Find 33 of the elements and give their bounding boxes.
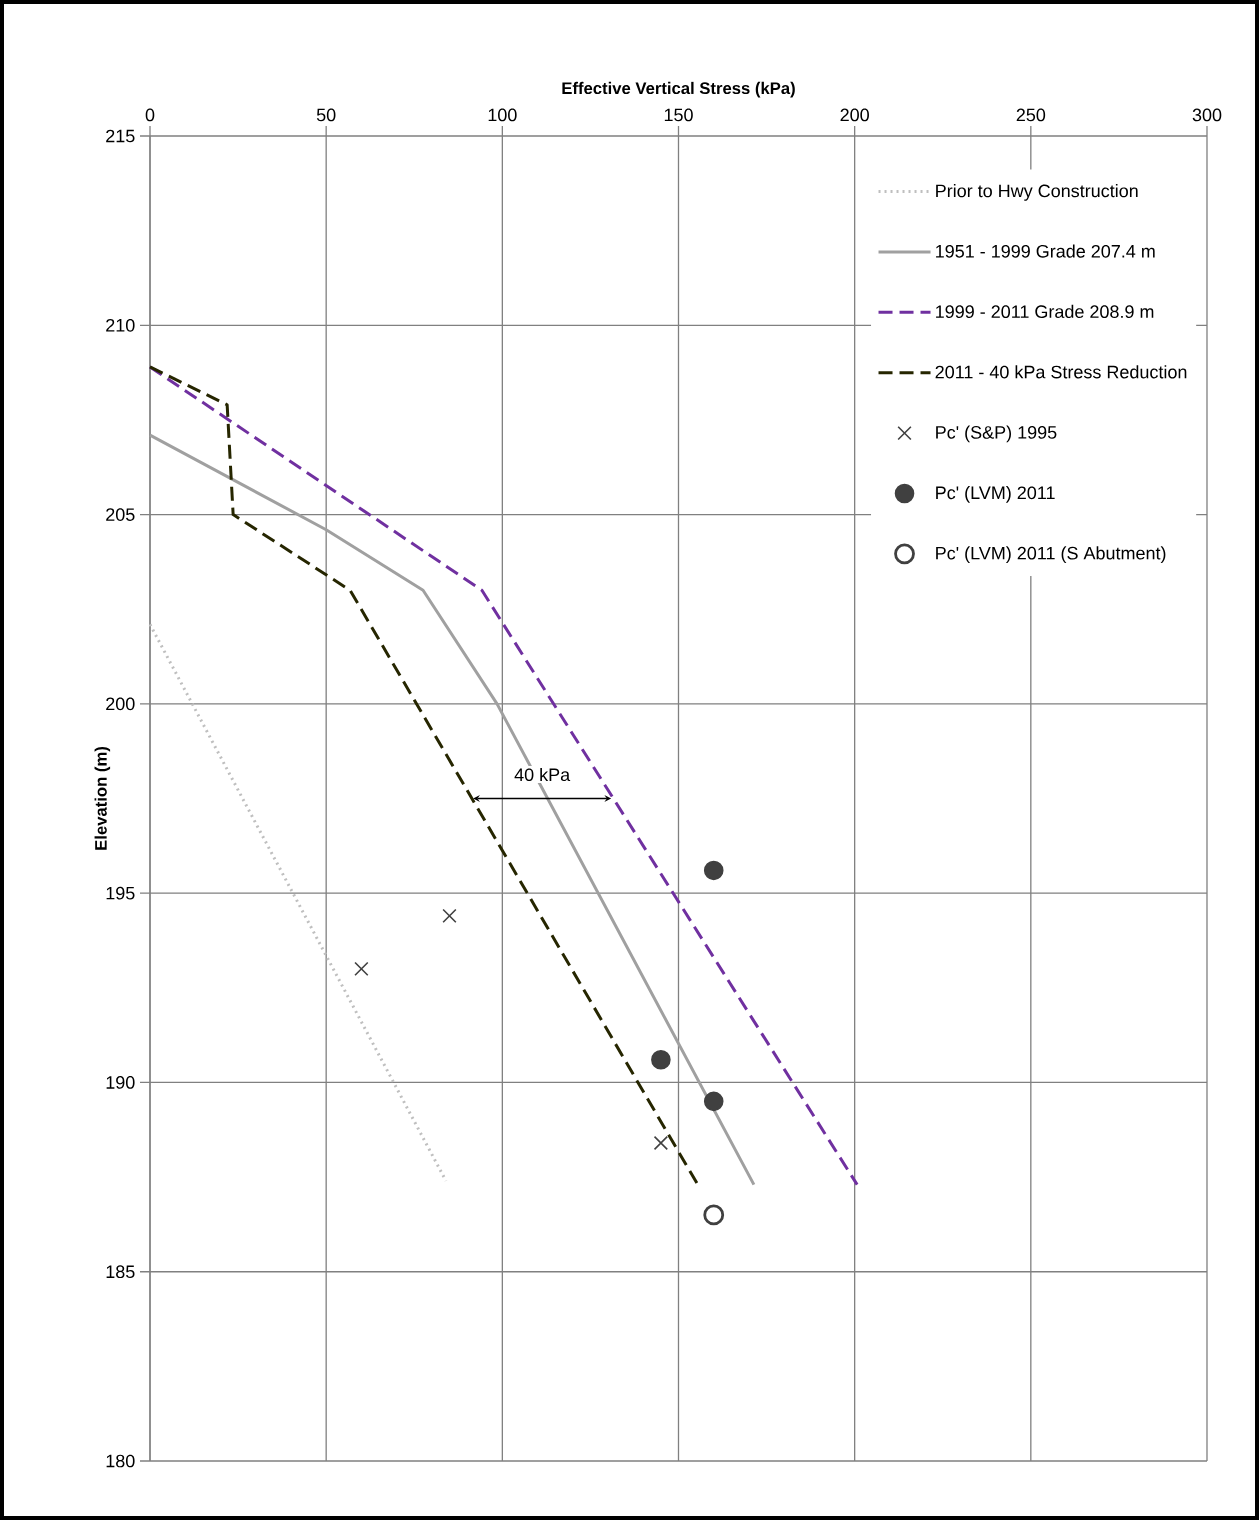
legend-label: 1951 - 1999 Grade 207.4 m <box>936 244 1155 258</box>
y-axis-title: Elevation (m) <box>94 747 111 850</box>
y-tick-label: 185 <box>106 1265 135 1279</box>
point <box>653 1135 669 1151</box>
point <box>703 1091 724 1112</box>
legend-label: Pc' (S&P) 1995 <box>936 425 1057 443</box>
x-tick-label: 150 <box>664 108 693 122</box>
y-tick-label: 210 <box>106 318 135 332</box>
x-tick-label: 250 <box>1016 108 1046 122</box>
x-axis-title: Effective Vertical Stress (kPa) <box>562 81 795 98</box>
y-tick-label: 195 <box>106 886 135 900</box>
legend-label: Pc' (LVM) 2011 (S Abutment) <box>936 546 1166 564</box>
legend-label: Prior to Hwy Construction <box>936 184 1138 201</box>
annotation: 40 kPa <box>514 767 571 782</box>
y-tick-label: 190 <box>106 1076 135 1089</box>
x-tick-label: 100 <box>488 108 517 122</box>
x-tick-label: 200 <box>840 108 869 122</box>
x-tick-label: 50 <box>316 108 336 122</box>
y-tick-label: 215 <box>106 129 135 143</box>
legend-label: 1999 - 2011 Grade 208.9 m <box>936 304 1154 319</box>
y-tick-label: 200 <box>106 697 135 711</box>
x-tick-label: 300 <box>1192 108 1222 122</box>
point <box>354 961 369 977</box>
point <box>651 1049 671 1070</box>
point <box>703 860 724 881</box>
x-tick-label: 0 <box>145 108 155 122</box>
line-series <box>148 433 756 1187</box>
point <box>442 908 457 924</box>
y-tick-label: 180 <box>106 1454 135 1468</box>
y-tick-label: 205 <box>106 508 135 521</box>
legend-label: Pc' (LVM) 2011 <box>936 485 1055 503</box>
point <box>703 1204 725 1226</box>
legend-label: 2011 - 40 kPa Stress Reduction <box>935 365 1187 379</box>
